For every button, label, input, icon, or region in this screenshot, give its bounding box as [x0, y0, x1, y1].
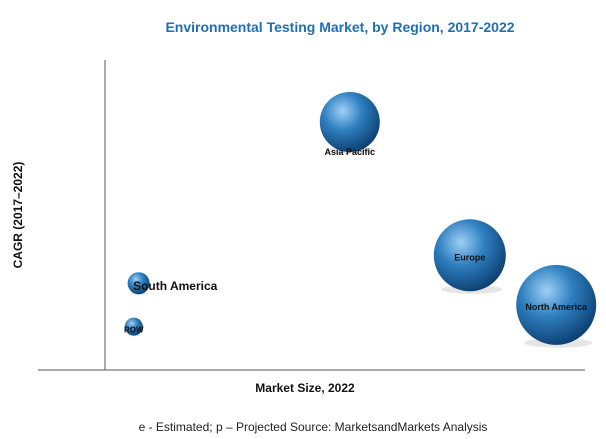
bubbles-layer: Asia Pacific Europe North America South Ame… [124, 92, 597, 348]
bubble-europe [433, 219, 506, 292]
source-footnote: e - Estimated; p – Projected Source: Mar… [139, 420, 488, 434]
bubble-label-europe: Europe [454, 252, 485, 262]
bubble-label-row: ROW [124, 326, 144, 335]
bubble-label-south-america: South America [133, 279, 218, 293]
bubble-asia-pacific [319, 92, 380, 152]
bubble-south-america [127, 272, 150, 295]
y-axis-label: CAGR (2017–2022) [11, 162, 25, 269]
bubble-row [124, 317, 143, 336]
bubble-label-asia-pacific: Asia Pacific [325, 147, 376, 157]
x-axis-label: Market Size, 2022 [255, 381, 355, 395]
bubble-label-north-america: North America [525, 302, 588, 312]
chart-title: Environmental Testing Market, by Region,… [165, 19, 514, 35]
bubble-north-america [516, 264, 597, 345]
